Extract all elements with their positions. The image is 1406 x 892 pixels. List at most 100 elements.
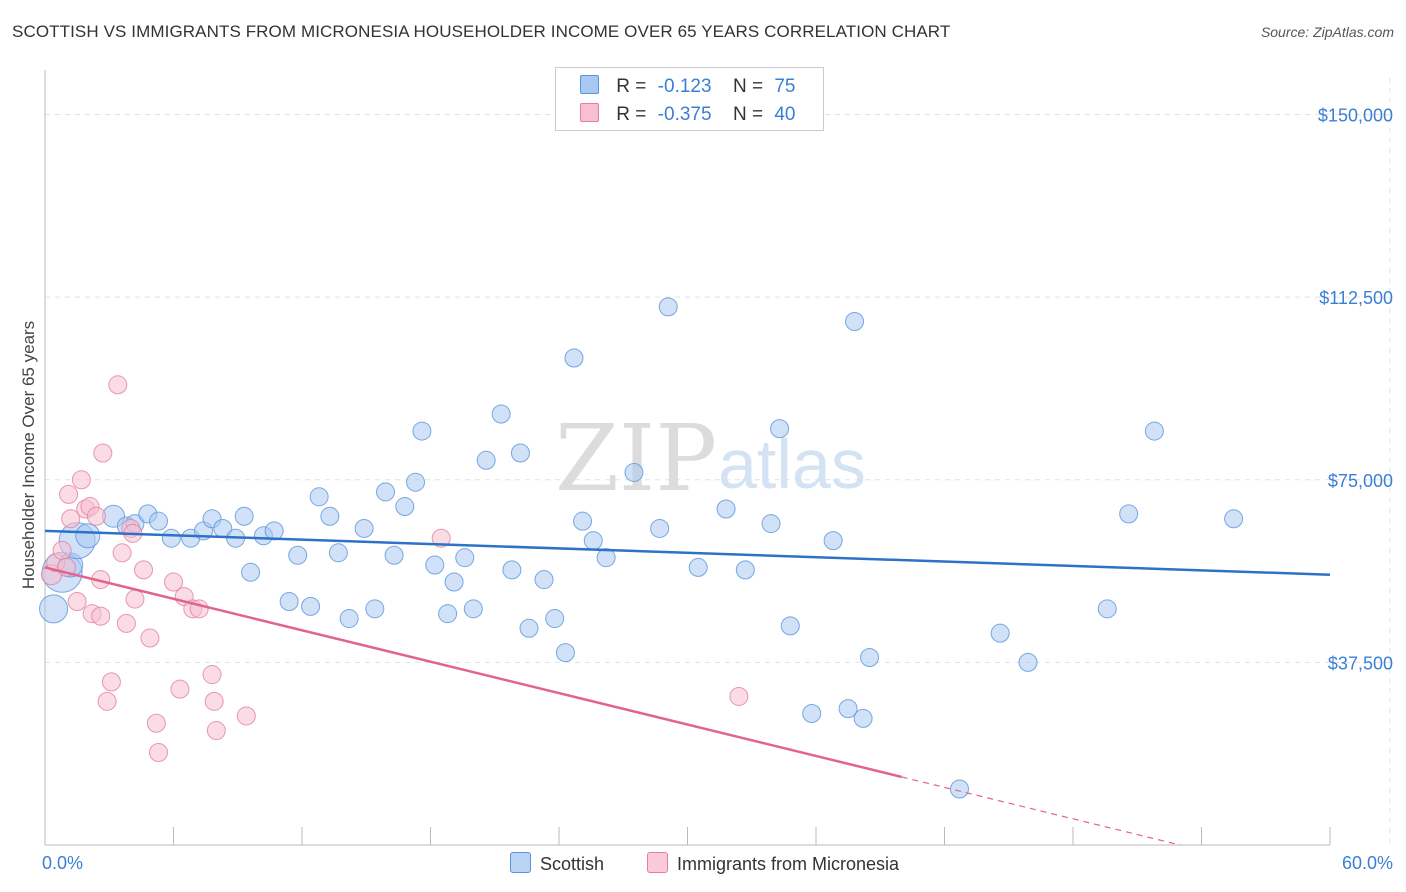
point-scottish xyxy=(309,487,329,507)
point-micronesia xyxy=(52,540,72,560)
chart-title: SCOTTISH VS IMMIGRANTS FROM MICRONESIA H… xyxy=(12,22,951,41)
point-micronesia xyxy=(125,589,145,609)
point-scottish xyxy=(339,609,359,629)
point-scottish xyxy=(802,704,822,724)
point-micronesia xyxy=(59,484,79,504)
point-scottish xyxy=(658,297,678,317)
point-scottish xyxy=(320,506,340,526)
point-scottish xyxy=(990,623,1010,643)
point-scottish xyxy=(425,555,445,575)
point-scottish xyxy=(395,497,415,517)
y-tick-label: $37,500 xyxy=(1328,653,1393,673)
point-scottish xyxy=(1097,599,1117,619)
point-scottish xyxy=(1224,509,1244,529)
point-micronesia xyxy=(236,706,256,726)
x-tick-label: 0.0% xyxy=(42,853,83,873)
legend-swatch-micronesia xyxy=(580,103,599,122)
point-scottish xyxy=(365,599,385,619)
point-scottish xyxy=(1119,504,1139,524)
legend-r-value: -0.123 xyxy=(657,76,712,97)
point-scottish xyxy=(444,572,464,592)
point-scottish xyxy=(860,648,880,668)
point-scottish xyxy=(838,699,858,719)
point-scottish xyxy=(735,560,755,580)
point-scottish xyxy=(564,348,584,368)
point-micronesia xyxy=(164,572,183,592)
point-scottish xyxy=(573,511,593,531)
point-micronesia xyxy=(431,528,451,548)
point-micronesia xyxy=(170,679,190,699)
point-scottish xyxy=(583,531,603,551)
gridlines xyxy=(45,78,1391,845)
legend-n-value: 75 xyxy=(774,76,796,97)
point-scottish xyxy=(510,443,530,463)
axes xyxy=(44,70,1331,846)
point-scottish xyxy=(354,518,374,538)
point-scottish xyxy=(519,618,539,638)
point-scottish xyxy=(534,570,554,590)
point-scottish xyxy=(823,531,843,551)
point-scottish xyxy=(688,557,708,577)
point-scottish xyxy=(234,506,254,526)
legend-row-scottish: R = -0.123 N = 75 xyxy=(580,75,795,98)
bottom-legend-micronesia[interactable]: Immigrants from Micronesia xyxy=(647,852,899,875)
trend-line-micronesia xyxy=(44,566,902,779)
bottom-legend-label-scottish: Scottish xyxy=(540,854,605,874)
point-micronesia xyxy=(146,713,166,733)
y-tick-label: $150,000 xyxy=(1318,106,1393,126)
point-scottish xyxy=(624,462,644,482)
bottom-legend-swatch-scottish xyxy=(510,852,531,873)
point-scottish xyxy=(455,548,475,568)
point-scottish xyxy=(264,521,284,541)
stats-legend: R = -0.123 N = 75 R = -0.375 N = 40 xyxy=(555,67,824,131)
point-scottish xyxy=(845,311,865,331)
point-scottish xyxy=(406,472,426,492)
point-micronesia xyxy=(116,613,136,633)
point-micronesia xyxy=(67,592,87,612)
point-scottish xyxy=(716,499,736,519)
point-micronesia xyxy=(729,686,749,706)
point-micronesia xyxy=(71,470,91,490)
point-scottish xyxy=(279,592,299,612)
bottom-legend-label-micronesia: Immigrants from Micronesia xyxy=(677,854,900,874)
point-micronesia xyxy=(91,606,111,626)
point-scottish xyxy=(491,404,511,424)
legend-swatch-scottish xyxy=(580,75,599,94)
watermark: ZIP atlas xyxy=(555,405,866,512)
point-scottish xyxy=(241,562,261,582)
point-scottish xyxy=(780,616,800,636)
point-scottish xyxy=(1018,652,1038,672)
point-micronesia xyxy=(112,543,132,563)
watermark-atlas: atlas xyxy=(718,425,866,503)
point-micronesia xyxy=(202,665,222,685)
legend-r-label: R = xyxy=(616,76,647,97)
point-scottish xyxy=(288,545,308,565)
bottom-legend-scottish[interactable]: Scottish xyxy=(510,852,604,875)
point-micronesia xyxy=(134,560,154,580)
trend-line-scottish xyxy=(44,529,1331,576)
source-label: Source: ZipAtlas.com xyxy=(1260,24,1394,40)
y-tick-label: $75,000 xyxy=(1328,471,1393,491)
point-micronesia xyxy=(97,691,117,711)
legend-n-label: N = xyxy=(732,76,764,97)
point-micronesia xyxy=(101,672,121,692)
point-micronesia xyxy=(108,375,128,395)
point-scottish xyxy=(376,482,396,502)
point-scottish xyxy=(555,643,575,663)
point-micronesia xyxy=(204,691,224,711)
y-tick-label: $112,500 xyxy=(1319,288,1393,308)
trend-lines xyxy=(44,529,1331,846)
bottom-legend-swatch-micronesia xyxy=(647,852,668,873)
point-scottish xyxy=(328,543,348,563)
tick-labels: $37,500 $75,000 $112,500 $150,000 0.0% 60.0% xyxy=(42,106,1393,873)
point-scottish xyxy=(1144,421,1164,441)
y-axis-label: Householder Income Over 65 years xyxy=(19,321,38,589)
legend-r-value: -0.375 xyxy=(657,104,712,125)
legend-n-label: N = xyxy=(732,104,764,125)
point-scottish xyxy=(149,511,169,531)
point-micronesia xyxy=(206,721,226,741)
x-tick-label: 60.0% xyxy=(1342,853,1393,873)
point-scottish xyxy=(650,518,670,538)
point-scottish xyxy=(438,604,458,624)
